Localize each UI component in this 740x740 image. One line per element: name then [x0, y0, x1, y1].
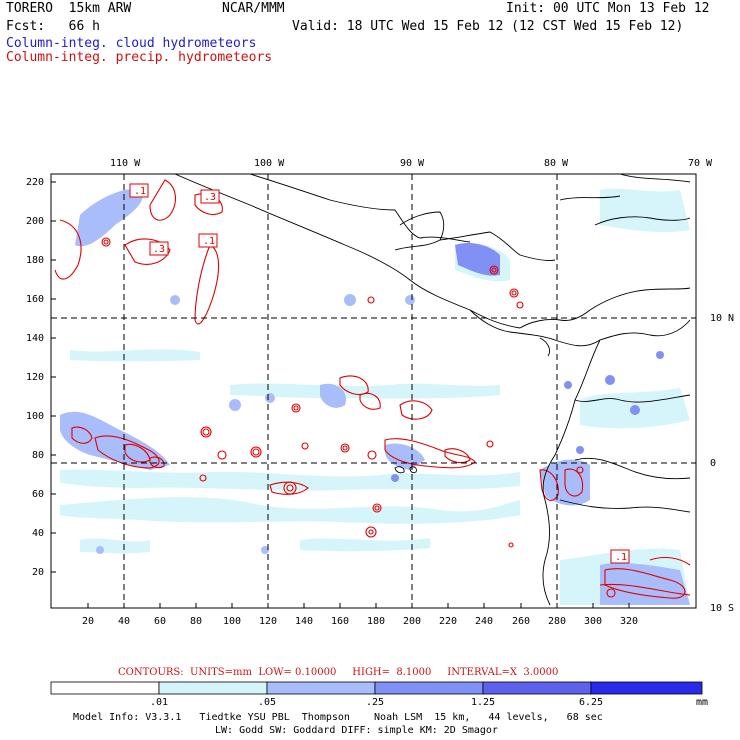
contour-label: .1: [203, 236, 215, 247]
y-tick-label: 20: [32, 567, 45, 578]
y-tick-label: 80: [32, 450, 45, 461]
colorbar-swatch-4: [482, 681, 592, 695]
y-tick-label: 60: [32, 489, 45, 500]
contour-label: .3: [204, 192, 216, 203]
model-info: Model Info: V3.3.1 Tiedtke YSU PBL Thomp…: [73, 712, 603, 723]
y-tick-label: 40: [32, 528, 45, 539]
colorbar-label: 6.25: [579, 697, 604, 708]
tick-marks: [51, 181, 630, 608]
cloud-field-label: Column-integ. cloud hydrometeors: [6, 36, 257, 51]
y-tick-label: 180: [26, 255, 45, 266]
plot-frame: [50, 173, 697, 609]
graticule: [51, 174, 696, 608]
x-tick-label: 120: [259, 616, 278, 627]
x-tick-label: 180: [367, 616, 386, 627]
colorbar-label: .01: [150, 697, 169, 708]
x-tick-label: 260: [512, 616, 531, 627]
x-tick-label: 20: [82, 616, 95, 627]
colorbar-swatch-5: [590, 681, 703, 695]
lon-label: 110 W: [110, 158, 141, 169]
x-tick-label: 320: [620, 616, 639, 627]
contour-label: .1: [615, 552, 627, 563]
forecast-hour: Fcst: 66 h: [6, 19, 100, 34]
lat-label: 10 S: [710, 603, 735, 614]
colorbar-swatch-2: [266, 681, 376, 695]
x-tick-label: 140: [295, 616, 314, 627]
colorbar-swatch-3: [374, 681, 484, 695]
y-tick-label: 120: [26, 372, 45, 383]
y-tick-label: 100: [26, 411, 45, 422]
contour-info: CONTOURS: UNITS=mm LOW= 0.10000 HIGH= 8.…: [118, 667, 559, 678]
x-tick-label: 80: [190, 616, 203, 627]
precip-field-label: Column-integ. precip. hydrometeors: [6, 50, 273, 65]
contour-label: .3: [153, 244, 165, 255]
physics-info: LW: Godd SW: Goddard DIFF: simple KM: 2D…: [215, 725, 498, 736]
lon-label: 90 W: [400, 158, 425, 169]
lon-label: 80 W: [544, 158, 569, 169]
y-tick-label: 160: [26, 294, 45, 305]
y-tick-label: 140: [26, 333, 45, 344]
x-tick-label: 60: [154, 616, 167, 627]
x-tick-label: 200: [403, 616, 422, 627]
init-time: Init: 00 UTC Mon 13 Feb 12: [506, 1, 710, 16]
x-tick-label: 240: [475, 616, 494, 627]
valid-time: Valid: 18 UTC Wed 15 Feb 12 (12 CST Wed …: [292, 19, 684, 34]
organization: NCAR/MMM: [222, 1, 285, 16]
y-tick-label: 200: [26, 216, 45, 227]
x-tick-label: 220: [439, 616, 458, 627]
x-tick-label: 40: [118, 616, 131, 627]
colorbar-swatch-0: [50, 681, 160, 695]
colorbar-unit: mm: [696, 697, 709, 708]
precip-contours: [54, 179, 691, 599]
model-title: TORERO 15km ARW: [6, 1, 132, 16]
x-tick-label: 300: [584, 616, 603, 627]
contour-label-boxes: [129, 183, 630, 564]
colorbar-label: .05: [258, 697, 277, 708]
contour-label: .1: [134, 186, 146, 197]
lat-label: 10 N: [710, 313, 735, 324]
lon-label: 100 W: [254, 158, 285, 169]
coastlines: [174, 174, 691, 606]
colorbar-label: .25: [366, 697, 385, 708]
x-tick-label: 160: [331, 616, 350, 627]
colorbar-label: 1.25: [471, 697, 496, 708]
colorbar-swatch-1: [158, 681, 268, 695]
y-tick-label: 220: [26, 177, 45, 188]
lon-label: 70 W: [688, 158, 713, 169]
x-tick-label: 100: [223, 616, 242, 627]
x-tick-label: 280: [548, 616, 567, 627]
lat-label: 0: [710, 458, 717, 469]
